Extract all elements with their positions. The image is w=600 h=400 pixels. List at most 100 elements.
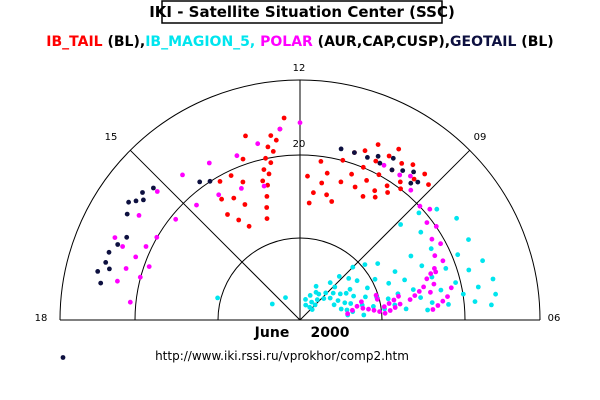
point-ib-tail-43 xyxy=(360,194,366,199)
point-polar-53 xyxy=(448,285,454,291)
point-polar-11 xyxy=(255,141,261,147)
point-ib-tail-2 xyxy=(264,194,270,199)
point-ib-magion-5-69 xyxy=(350,264,356,270)
point-ib-tail-25 xyxy=(217,179,223,184)
point-ib-tail-53 xyxy=(375,142,381,148)
point-ib-magion-5-34 xyxy=(386,280,392,286)
point-ib-magion-5-70 xyxy=(269,301,275,307)
point-ib-tail-45 xyxy=(384,183,390,189)
point-polar-20 xyxy=(261,183,267,189)
point-geotail-6 xyxy=(98,280,104,286)
point-polar-16 xyxy=(173,216,179,222)
point-ib-tail-47 xyxy=(385,190,390,195)
point-ib-magion-5-56 xyxy=(493,291,498,297)
point-ib-magion-5-48 xyxy=(408,253,414,259)
point-ib-magion-5-77 xyxy=(428,246,434,252)
point-geotail-18 xyxy=(400,168,406,174)
point-polar-52 xyxy=(359,299,364,305)
point-ib-tail-58 xyxy=(422,171,428,177)
point-ib-tail-6 xyxy=(270,149,276,154)
point-ib-magion-5-68 xyxy=(362,262,368,267)
point-geotail-21 xyxy=(375,153,381,159)
legend-ib-tail-qualifier: (BL), xyxy=(103,34,146,50)
point-polar-54 xyxy=(445,294,450,299)
point-polar-9 xyxy=(206,160,212,166)
point-ib-magion-5-17 xyxy=(337,291,343,297)
point-ib-tail-49 xyxy=(411,176,417,182)
footer: June 2000 http://www.iki.rssi.ru/vprokho… xyxy=(155,325,409,363)
point-ib-magion-5-55 xyxy=(455,252,461,258)
point-ib-magion-5-73 xyxy=(303,297,308,302)
point-ib-tail-52 xyxy=(396,146,402,152)
point-polar-38 xyxy=(424,276,430,282)
point-geotail-7 xyxy=(151,185,156,191)
point-ib-tail-1 xyxy=(264,205,270,210)
point-polar-49 xyxy=(354,303,360,309)
point-geotail-1 xyxy=(115,242,121,247)
spoke-mlt-15 xyxy=(129,149,301,321)
point-polar-61 xyxy=(382,310,388,316)
point-ib-magion-5-57 xyxy=(490,276,496,282)
series-legend: IB_TAIL (BL),IB_MAGION_5, POLAR (AUR,CAP… xyxy=(46,34,553,50)
point-ib-magion-5-21 xyxy=(342,300,348,306)
point-polar-22 xyxy=(397,172,403,178)
point-ib-tail-14 xyxy=(268,133,274,139)
point-ib-magion-5-44 xyxy=(429,300,435,305)
mlt-label-18: 18 xyxy=(35,313,48,324)
point-ib-tail-29 xyxy=(324,192,329,198)
point-geotail-13 xyxy=(338,146,344,152)
point-ib-magion-5-20 xyxy=(331,302,337,308)
point-polar-33 xyxy=(433,224,439,229)
point-ib-magion-5-29 xyxy=(365,285,370,291)
point-geotail-19 xyxy=(411,169,416,175)
legend-polar: POLAR xyxy=(255,34,313,50)
point-geotail-23 xyxy=(415,179,421,185)
point-ib-magion-5-41 xyxy=(402,277,407,283)
point-ib-tail-23 xyxy=(225,212,230,217)
point-ib-tail-34 xyxy=(338,179,344,185)
point-ib-magion-5-0 xyxy=(307,293,313,298)
point-ib-tail-50 xyxy=(399,161,405,166)
point-geotail-10 xyxy=(124,211,130,217)
point-polar-51 xyxy=(345,311,350,317)
point-polar-43 xyxy=(396,293,401,299)
mlt-label-09: 09 xyxy=(474,132,487,143)
point-ib-magion-5-1 xyxy=(313,283,319,289)
point-ib-magion-5-2 xyxy=(303,302,309,308)
point-ib-tail-44 xyxy=(372,188,378,194)
point-polar-63 xyxy=(371,307,377,313)
point-ib-magion-5-75 xyxy=(425,307,430,313)
point-geotail-25 xyxy=(207,178,213,184)
point-ib-tail-7 xyxy=(273,137,279,143)
point-ib-magion-5-8 xyxy=(323,290,329,296)
point-ib-tail-36 xyxy=(360,164,366,170)
point-polar-35 xyxy=(440,258,446,264)
point-ib-tail-24 xyxy=(219,196,225,202)
point-polar-5 xyxy=(112,235,118,241)
point-ib-tail-39 xyxy=(352,184,358,190)
point-ib-magion-5-64 xyxy=(403,306,409,312)
point-polar-44 xyxy=(391,297,397,303)
point-ib-tail-13 xyxy=(265,144,271,150)
date-year: 2000 xyxy=(311,325,350,341)
point-ib-magion-5-33 xyxy=(385,296,391,302)
point-ib-magion-5-23 xyxy=(338,306,344,312)
page-title: IKI - Satellite Situation Center (SSC) xyxy=(149,3,455,21)
point-ib-tail-46 xyxy=(397,179,403,185)
point-polar-23 xyxy=(408,187,414,193)
point-geotail-0 xyxy=(124,234,130,240)
point-ib-magion-5-28 xyxy=(363,294,368,300)
point-geotail-16 xyxy=(377,160,383,166)
point-ib-magion-5-11 xyxy=(309,307,315,312)
point-ib-magion-5-39 xyxy=(351,293,356,299)
point-ib-magion-5-74 xyxy=(361,312,367,318)
point-ib-tail-51 xyxy=(410,162,416,168)
point-polar-10 xyxy=(234,153,240,159)
point-ib-tail-11 xyxy=(261,167,267,173)
data-points xyxy=(60,115,498,360)
point-geotail-24 xyxy=(197,179,203,185)
point-ib-magion-5-60 xyxy=(454,215,459,221)
point-ib-tail-38 xyxy=(386,153,392,159)
point-ib-magion-5-72 xyxy=(215,295,221,301)
point-ib-magion-5-51 xyxy=(460,291,466,297)
